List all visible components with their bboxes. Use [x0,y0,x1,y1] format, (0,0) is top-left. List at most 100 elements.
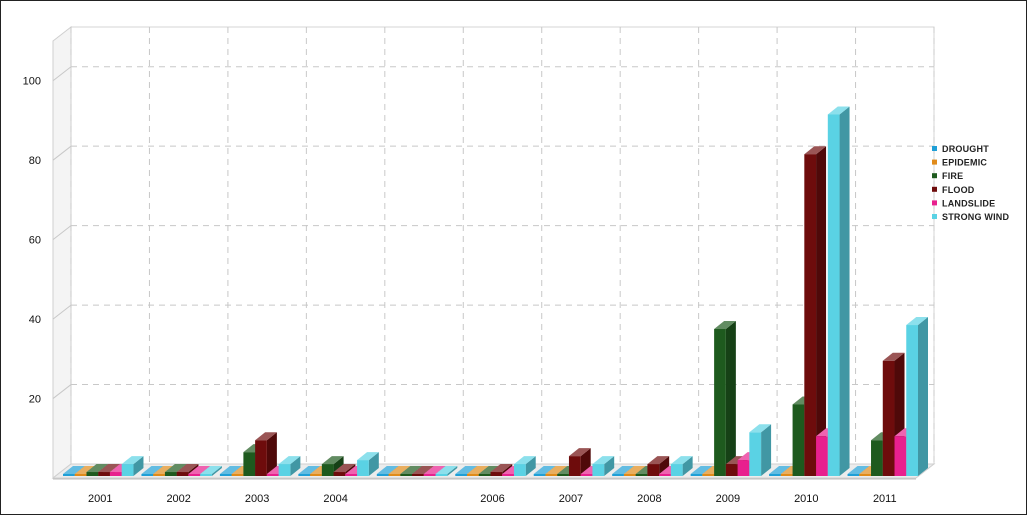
bar-front [792,404,805,476]
bar-front [533,474,546,476]
bar-front [423,474,436,476]
x-axis-ticks: 2001 2002 2003 2004 2006 2007 2008 2009 2010 2011 [88,493,897,505]
bar-front [164,472,177,476]
y-tick-label: 20 [29,394,41,406]
bar-top [98,464,120,473]
bar-front [86,472,99,476]
bar-top [321,456,344,465]
bar-flood-2010 [804,146,827,476]
bar-top [467,466,489,474]
legend-swatch [932,200,937,206]
legend-entry: FIRE [942,171,963,181]
bar-flood-2008 [647,456,670,476]
bar-front [568,456,581,476]
bar-front [647,464,660,476]
bar-front [592,464,605,476]
bar-front [266,474,279,476]
bar-top [63,466,85,474]
bar-front [141,474,154,476]
y-axis-ticks: 20 40 60 80 100 [23,76,41,406]
bar-strong-wind-2001 [121,456,144,476]
bar-front [780,474,793,476]
bar-front [188,474,201,476]
bar-front [714,329,726,476]
bar-front [557,474,569,476]
bar-flood-2003 [255,432,277,476]
gridline-wall [52,66,72,82]
bar-fire-2009 [714,321,736,476]
bar-front [310,474,322,476]
bar-top [188,466,211,474]
bar-top [827,106,850,115]
bar-front [412,474,424,476]
bar-top [690,466,713,474]
bar-top [612,466,634,474]
bar-side [918,317,928,476]
bar-top [141,466,164,474]
bar-top [164,464,187,473]
bar-strong-wind-2004 [357,452,379,476]
bar-series [63,106,928,477]
bar-top [333,464,356,473]
bar-front [871,440,883,476]
bar-front [63,474,75,476]
bar-top [804,146,827,155]
bar-front [153,474,165,476]
bar-side [682,456,693,476]
bar-front [243,452,256,476]
bar-top [533,466,556,474]
bar-top [255,432,277,441]
x-tick-label: 2007 [559,493,583,505]
bar-front [737,460,750,476]
bar-strong-wind-2011 [906,317,928,476]
bar-top [412,466,434,474]
gridline-wall [52,304,72,320]
bar-top [623,466,646,474]
bar-strong-wind-2002 [200,466,222,476]
bar-side [659,456,670,476]
y-tick-label: 60 [29,235,41,247]
bar-strong-wind-2010 [827,106,850,477]
bar-top [670,456,693,465]
bar-front [357,460,369,476]
bar-top [200,466,222,474]
gridline-wall [52,225,72,241]
bar-side [447,466,458,476]
bar-top [153,466,175,474]
bar-top [86,464,109,473]
bar-front [804,154,817,476]
bar-top [906,317,928,326]
bar-top [847,466,870,474]
y-tick-label: 80 [29,155,41,167]
bar-side [368,452,379,476]
bar-front [74,474,87,476]
x-tick-label: 2001 [88,493,112,505]
bar-top [882,352,905,361]
x-tick-label: 2002 [166,493,190,505]
bar-front [502,474,514,476]
bar-front [333,472,346,476]
x-tick-label: 2009 [716,493,740,505]
bar-strong-wind-2008 [670,456,693,476]
bar-front [513,464,526,476]
bar-front [670,464,683,476]
bar-front [690,474,703,476]
bar-front [231,474,244,476]
gridline-wall [52,145,72,161]
gridlines [52,27,935,464]
bar-top [376,466,399,474]
bar-front [219,474,232,476]
bar-front [467,474,479,476]
y-tick-label: 40 [29,314,41,326]
legend-entry: DROUGHT [942,144,989,154]
bar-side [290,456,301,476]
bar-strong-wind-2006 [513,456,536,476]
bar-front [749,432,762,476]
bar-top [400,466,423,474]
bar-front [659,474,671,476]
bar-front [278,464,291,476]
bar-top [298,466,321,474]
bar-front [906,325,918,476]
bar-top [219,466,242,474]
bar-strong-wind-2003 [278,456,301,476]
